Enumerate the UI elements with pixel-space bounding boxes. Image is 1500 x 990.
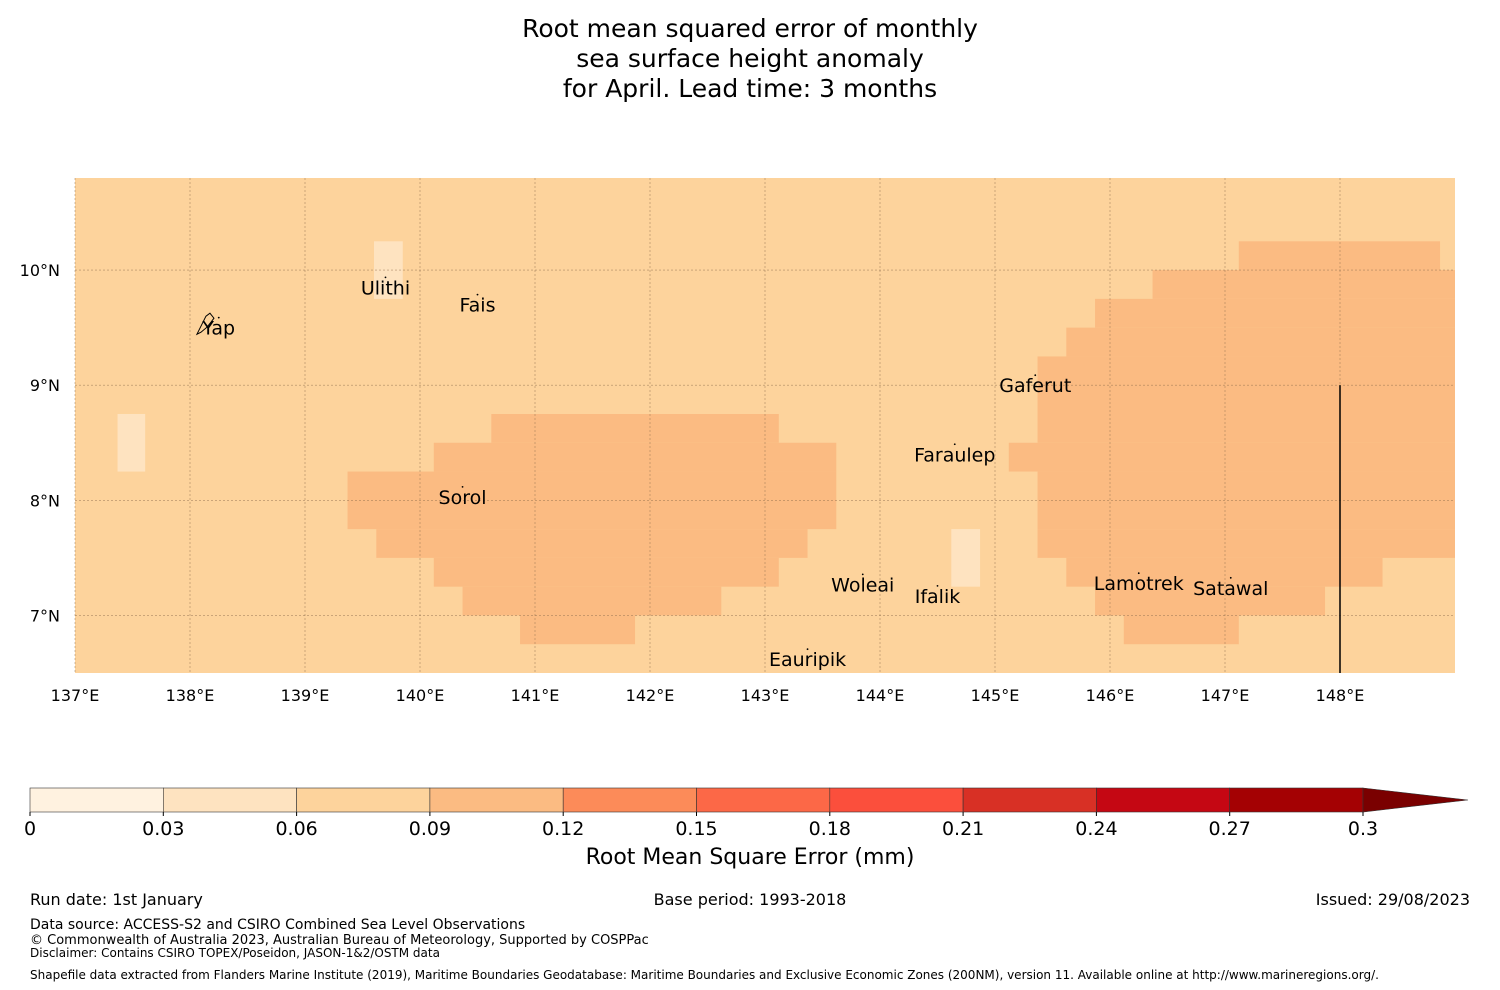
issued-date: Issued: 29/08/2023 xyxy=(1315,890,1470,909)
rmse-cell xyxy=(951,529,981,587)
colorbar-segment xyxy=(29,787,164,813)
rmse-cell xyxy=(117,413,146,472)
colorbar-tick-label: 0.09 xyxy=(409,818,451,840)
longitude-tick-label: 142°E xyxy=(626,686,675,705)
island-label: Fais xyxy=(459,295,495,317)
copyright: © Commonwealth of Australia 2023, Austra… xyxy=(30,933,649,948)
island-marker xyxy=(461,485,464,488)
island-label: Yap xyxy=(201,318,235,340)
rmse-cell xyxy=(1037,529,1455,558)
rmse-cell xyxy=(1095,586,1326,616)
colorbar-segment xyxy=(962,787,1097,813)
island-marker xyxy=(806,648,809,651)
rmse-cell xyxy=(1238,241,1441,271)
rmse-cell xyxy=(1123,615,1239,645)
latitude-tick-label: 10°N xyxy=(20,261,60,280)
colorbar-tick-label: 0.06 xyxy=(275,818,317,840)
title-line-3: for April. Lead time: 3 months xyxy=(562,74,938,103)
colorbar-segment xyxy=(696,787,831,813)
colorbar-tick-label: 0.12 xyxy=(542,818,584,840)
rmse-cell xyxy=(520,615,636,645)
rmse-cell xyxy=(1095,298,1455,328)
colorbar-segment xyxy=(163,787,297,813)
map-title: Root mean squared error of monthly sea s… xyxy=(0,14,1500,104)
island-label: Faraulep xyxy=(914,444,995,466)
longitude-tick-label: 139°E xyxy=(281,686,330,705)
island-marker xyxy=(936,584,939,587)
longitude-tick-label: 146°E xyxy=(1086,686,1135,705)
island-marker xyxy=(1034,374,1037,377)
colorbar-tick-label: 0.03 xyxy=(142,818,184,840)
island-label: Ulithi xyxy=(361,277,410,299)
island-marker xyxy=(384,276,387,279)
longitude-tick-label: 145°E xyxy=(971,686,1020,705)
island-marker xyxy=(861,573,864,576)
colorbar-tick-label: 0.3 xyxy=(1348,818,1378,840)
longitude-tick-label: 137°E xyxy=(51,686,100,705)
colorbar-tick-label: 0.24 xyxy=(1075,818,1117,840)
island-marker xyxy=(476,293,479,296)
island-marker xyxy=(1229,576,1232,579)
island-label: Eauripik xyxy=(769,649,846,671)
island-marker xyxy=(217,316,220,319)
colorbar: 0 0.03 0.06 0.09 0.12 0.15 0.18 0.21 0.24 0.27 0.3 xyxy=(24,787,1469,840)
rmse-cell xyxy=(376,529,808,558)
shapefile-credit: Shapefile data extracted from Flanders M… xyxy=(30,968,1379,982)
yap-island-icon xyxy=(195,312,215,336)
rmse-cell xyxy=(1008,442,1455,472)
colorbar-label: Root Mean Square Error (mm) xyxy=(585,845,915,870)
longitude-tick-label: 143°E xyxy=(741,686,790,705)
colorbar-tick-label: 0.27 xyxy=(1209,818,1251,840)
longitude-tick-label: 140°E xyxy=(396,686,445,705)
island-label: Ifalik xyxy=(915,586,961,608)
rmse-cell xyxy=(433,557,779,587)
colorbar-segment xyxy=(296,787,431,813)
disclaimer: Disclaimer: Contains CSIRO TOPEX/Poseido… xyxy=(30,946,440,960)
island-label: Lamotrek xyxy=(1094,573,1184,595)
island-label: Satawal xyxy=(1193,578,1268,600)
data-source: Data source: ACCESS-S2 and CSIRO Combine… xyxy=(30,917,526,933)
run-date: Run date: 1st January xyxy=(30,890,203,909)
rmse-cell xyxy=(1152,270,1455,299)
colorbar-tick-label: 0.21 xyxy=(942,818,984,840)
rmse-cell xyxy=(1037,356,1455,443)
colorbar-extend-arrow xyxy=(1362,787,1469,813)
island-label: Woleai xyxy=(831,574,894,596)
rmse-cell xyxy=(433,442,837,472)
longitude-tick-label: 144°E xyxy=(856,686,905,705)
island-label: Gaferut xyxy=(999,375,1071,397)
longitude-tick-label: 141°E xyxy=(511,686,560,705)
colorbar-segment xyxy=(429,787,564,813)
colorbar-segment xyxy=(1229,787,1364,813)
longitude-tick-label: 148°E xyxy=(1316,686,1365,705)
title-line-2: sea surface height anomaly xyxy=(576,44,924,73)
colorbar-tick-label: 0.18 xyxy=(809,818,851,840)
colorbar-segment xyxy=(562,787,697,813)
island-marker xyxy=(953,443,956,446)
title-line-1: Root mean squared error of monthly xyxy=(522,14,978,43)
rmse-cell xyxy=(1066,327,1455,357)
colorbar-segment xyxy=(829,787,964,813)
base-period: Base period: 1993-2018 xyxy=(653,890,847,909)
island-label: Sorol xyxy=(439,487,487,509)
rmse-map: 137°E 138°E 139°E 140°E 141°E 142°E 143°E 144°E… xyxy=(20,178,1455,705)
island-marker xyxy=(1137,572,1140,575)
rmse-cell xyxy=(462,586,722,616)
latitude-tick-label: 7°N xyxy=(30,606,60,625)
latitude-tick-label: 9°N xyxy=(30,376,60,395)
longitude-tick-label: 147°E xyxy=(1201,686,1250,705)
colorbar-segment xyxy=(1096,787,1231,813)
colorbar-tick-label: 0.15 xyxy=(675,818,717,840)
rmse-cell xyxy=(1066,557,1383,587)
latitude-tick-label: 8°N xyxy=(30,491,60,510)
longitude-tick-label: 138°E xyxy=(166,686,215,705)
colorbar-tick-label: 0 xyxy=(24,818,36,840)
rmse-cell xyxy=(491,413,779,443)
